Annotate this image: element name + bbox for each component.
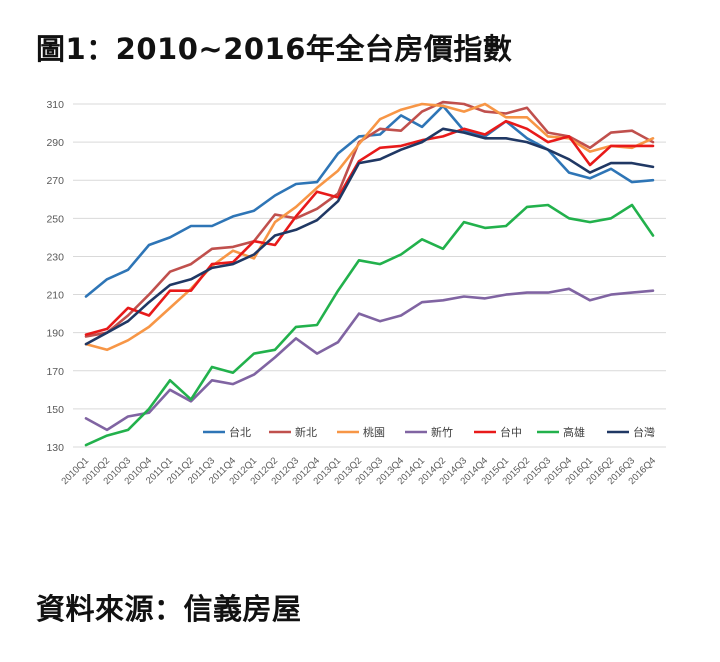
series-line-高雄 bbox=[84, 203, 655, 447]
y-tick-label: 310 bbox=[46, 99, 64, 111]
legend: 台北 新北 桃園 新竹 台中 高雄 台灣 bbox=[203, 425, 655, 439]
series-line-桃園 bbox=[84, 102, 655, 352]
y-tick-label: 170 bbox=[46, 366, 64, 378]
legend-label: 新北 bbox=[295, 425, 317, 439]
y-tick-label: 270 bbox=[46, 175, 64, 187]
y-tick-label: 190 bbox=[46, 328, 64, 340]
chart-title: 圖1：2010~2016年全台房價指數 bbox=[36, 32, 513, 66]
y-tick-label: 230 bbox=[46, 251, 64, 263]
series-line-新北 bbox=[84, 100, 655, 338]
legend-label: 新竹 bbox=[431, 425, 453, 439]
source-note: 資料來源：信義房屋 bbox=[36, 592, 302, 626]
legend-label: 桃園 bbox=[363, 425, 385, 439]
series-line-新竹 bbox=[84, 287, 655, 432]
y-tick-label: 130 bbox=[46, 442, 64, 454]
series-line-台中 bbox=[84, 119, 655, 336]
legend-label: 台中 bbox=[500, 425, 522, 439]
legend-label: 台北 bbox=[229, 425, 251, 439]
legend-label: 台灣 bbox=[633, 425, 655, 439]
y-axis-ticks: 130 150 170 190 210 230 250 270 290 310 bbox=[46, 99, 64, 454]
y-tick-label: 290 bbox=[46, 137, 64, 149]
y-tick-label: 210 bbox=[46, 290, 64, 302]
y-tick-label: 150 bbox=[46, 404, 64, 416]
series-line-台灣 bbox=[84, 127, 655, 346]
y-tick-label: 250 bbox=[46, 213, 64, 225]
series-lines bbox=[84, 100, 655, 447]
x-axis-ticks: 2010Q12010Q22010Q32010Q42011Q12011Q22011… bbox=[59, 455, 658, 487]
legend-label: 高雄 bbox=[563, 425, 585, 439]
